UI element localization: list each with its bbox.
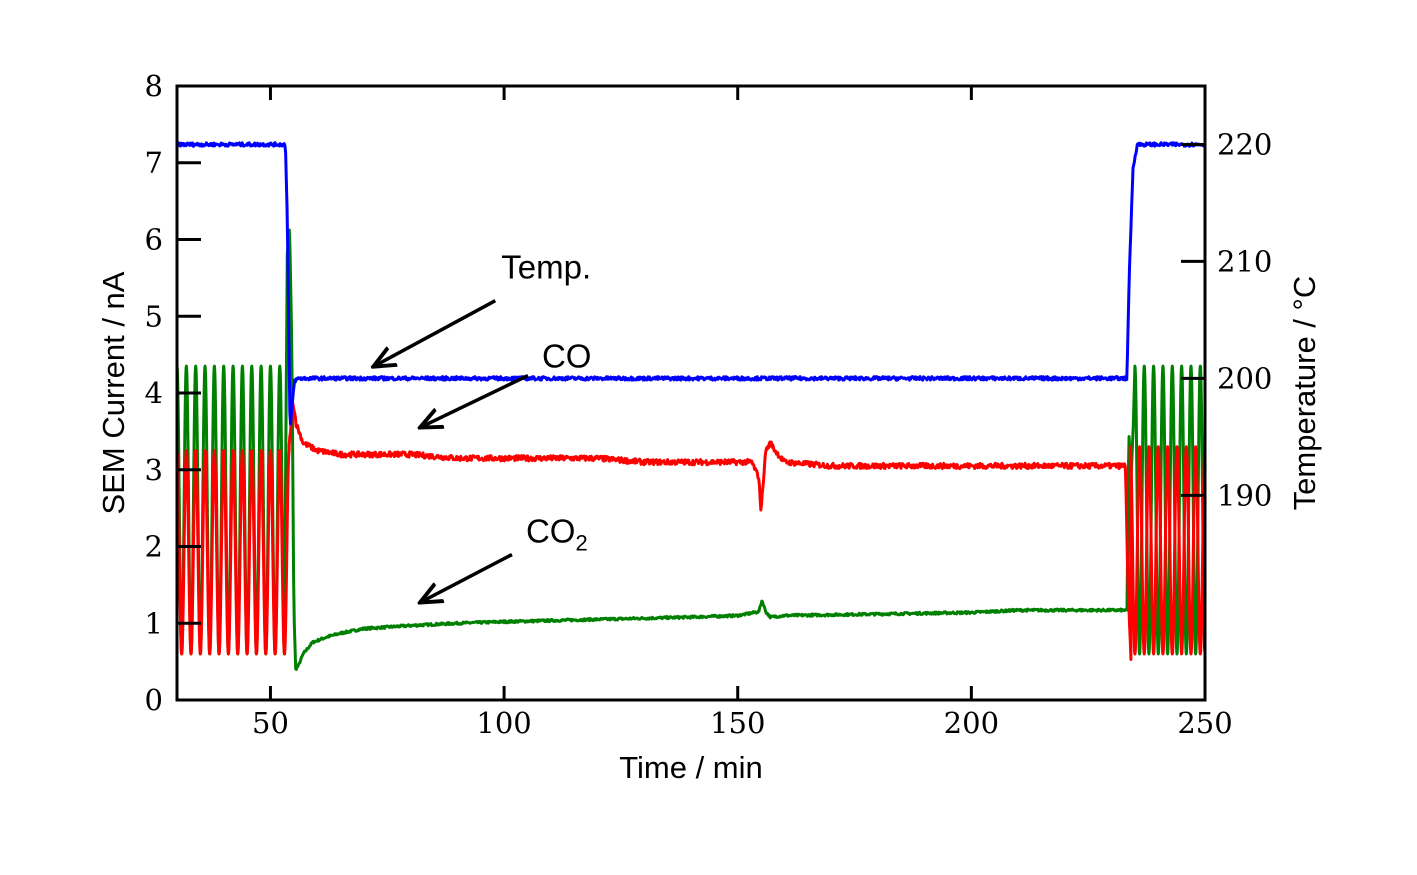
annotation-arrow — [373, 299, 497, 367]
annotation-label: CO — [542, 338, 592, 375]
x-tick-label: 50 — [252, 706, 289, 740]
y-left-tick-label: 7 — [145, 146, 163, 180]
x-axis-label: Time / min — [619, 750, 763, 785]
x-tick-label: 250 — [1177, 706, 1232, 740]
x-ticks: 50 100 150 200 250 — [252, 86, 1233, 740]
annotation-arrow — [420, 373, 529, 428]
annotation-arrow — [420, 552, 513, 603]
y-axis-label-right: Temperature / °C — [1287, 276, 1322, 511]
y-right-tick-label: 220 — [1217, 127, 1272, 161]
series-line-co2 — [175, 228, 1207, 671]
annotation-label: Temp. — [501, 249, 591, 286]
y-left-tick-label: 3 — [145, 453, 163, 487]
y-right-tick-label: 200 — [1217, 361, 1272, 395]
y-left-ticks: 0 1 2 3 4 5 6 7 8 — [145, 69, 201, 717]
series-layer — [175, 141, 1207, 671]
plot-frame — [175, 84, 1207, 702]
y-left-tick-label: 5 — [145, 299, 163, 333]
y-right-ticks: 190 200 210 220 — [1181, 127, 1272, 512]
y-left-tick-label: 6 — [145, 223, 163, 257]
y-right-tick-label: 210 — [1217, 244, 1272, 278]
x-tick-label: 100 — [476, 706, 531, 740]
y-left-tick-label: 2 — [145, 530, 163, 564]
y-left-tick-label: 0 — [145, 683, 163, 717]
y-right-tick-label: 190 — [1217, 478, 1272, 512]
annotations: Temp. CO CO2 — [373, 249, 591, 603]
series-line-co — [175, 401, 1207, 661]
y-axis-label-left: SEM Current / nA — [96, 271, 131, 514]
series-line-temp — [175, 141, 1206, 426]
annotation-label: CO2 — [526, 513, 588, 556]
y-left-tick-label: 8 — [145, 69, 163, 103]
x-tick-label: 150 — [710, 706, 765, 740]
y-left-tick-label: 4 — [145, 376, 163, 410]
x-tick-label: 200 — [944, 706, 999, 740]
y-left-tick-label: 1 — [145, 606, 163, 640]
